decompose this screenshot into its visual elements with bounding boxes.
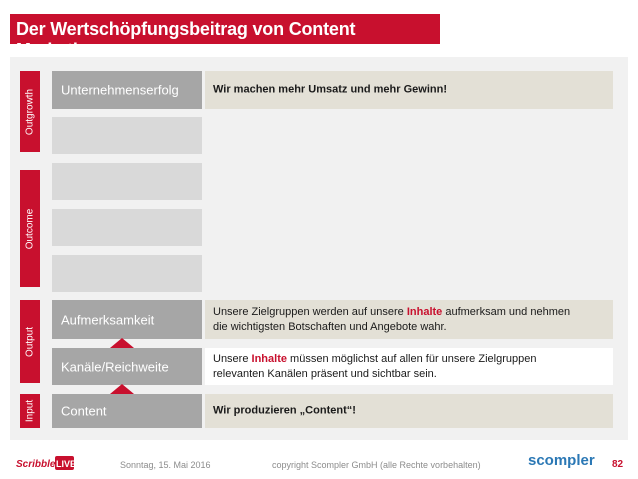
text-segment: Unsere Zielgruppen werden auf unsere [213,305,407,318]
empty-box [52,255,202,292]
level-outgrowth-label: Outgrowth [24,88,36,135]
desc-unternehmenserfolg-text: Wir machen mehr Umsatz und mehr Gewinn! [213,83,447,96]
footer-copyright: copyright Scompler GmbH (alle Rechte vor… [272,460,481,470]
box-aufmerksamkeit: Aufmerksamkeit [52,300,202,339]
desc-aufmerksamkeit: Unsere Zielgruppen werden auf unsere Inh… [205,300,613,339]
empty-box [52,163,202,200]
text-segment: die wichtigsten Botschaften und Angebote… [213,320,447,333]
desc-kanaele-text: Unsere Inhalte müssen möglichst auf alle… [213,352,536,382]
box-kanaele-label: Kanäle/Reichweite [61,359,169,374]
text-segment: Unsere [213,352,252,365]
text-segment: relevanten Kanälen präsent und sichtbar … [213,367,437,380]
level-output: Output [20,300,40,383]
box-unternehmenserfolg-label: Unternehmenserfolg [61,82,179,98]
arrow-up-icon [110,338,134,348]
page-number: 82 [612,459,624,470]
level-input: Input [20,394,40,428]
svg-text:LIVE: LIVE [56,459,74,469]
box-content-label: Content [61,403,107,419]
box-content: Content [52,394,202,428]
desc-kanaele-reichweite: Unsere Inhalte müssen möglichst auf alle… [205,348,613,385]
desc-content: Wir produzieren „Content“! [205,394,613,428]
box-kanaele-reichweite: Kanäle/Reichweite [52,348,202,385]
scribblelive-logo: Scribble LIVE [16,456,74,470]
box-aufmerksamkeit-label: Aufmerksamkeit [61,312,155,327]
page-title: Der Wertschöpfungsbeitrag von Content Ma… [16,19,356,60]
empty-box [52,117,202,154]
level-outcome: Outcome [20,170,40,287]
title-bar: Der Wertschöpfungsbeitrag von Content Ma… [10,14,440,60]
svg-text:Scribble: Scribble [16,459,56,470]
empty-box [52,209,202,246]
level-outcome-label: Outcome [24,208,36,249]
text-segment: müssen möglichst auf allen für unsere Zi… [286,352,537,365]
footer-date: Sonntag, 15. Mai 2016 [120,460,211,470]
level-outgrowth: Outgrowth [20,71,40,152]
desc-aufmerksamkeit-text: Unsere Zielgruppen werden auf unsere Inh… [213,305,570,335]
desc-unternehmenserfolg: Wir machen mehr Umsatz und mehr Gewinn! [205,71,613,109]
level-input-label: Input [24,399,36,423]
text-segment: aufmerksam und nehmen [442,305,571,318]
desc-content-text: Wir produzieren „Content“! [213,404,356,417]
level-output-label: Output [24,326,36,357]
highlight-inhalte: Inhalte [406,305,443,318]
highlight-inhalte: Inhalte [251,352,287,365]
arrow-up-icon [110,384,134,394]
scompler-logo: scompler [528,452,595,469]
box-unternehmenserfolg: Unternehmenserfolg [52,71,202,109]
